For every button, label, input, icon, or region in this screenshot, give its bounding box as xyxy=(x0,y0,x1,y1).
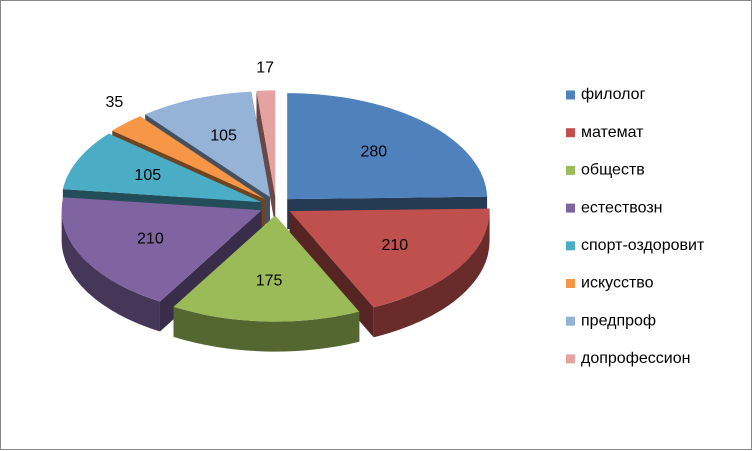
legend-swatch xyxy=(566,354,575,364)
slice xyxy=(145,91,271,198)
legend: филолог математ обществ естествозн спорт-озд… xyxy=(566,86,705,367)
legend-swatch xyxy=(566,165,575,175)
legend-label: искусство xyxy=(581,275,654,292)
data-label: 105 xyxy=(210,127,237,144)
slice-group xyxy=(256,90,276,227)
legend-label: математ xyxy=(581,124,644,141)
slice-side xyxy=(373,211,490,338)
slice-side xyxy=(173,306,360,352)
legend-label: естествозн xyxy=(581,199,662,216)
data-label: 175 xyxy=(256,272,283,289)
legend-label: предпроф xyxy=(581,312,656,329)
legend-swatch xyxy=(566,90,575,100)
slice-group xyxy=(61,197,262,332)
slice xyxy=(256,90,276,197)
legend-label: допрофессион xyxy=(581,350,690,367)
legend-label: спорт-оздоровит xyxy=(581,237,705,254)
slice-side xyxy=(61,210,160,332)
slice xyxy=(289,208,490,308)
legend-label: филолог xyxy=(581,86,646,103)
slice-group xyxy=(173,215,360,352)
slice xyxy=(62,133,262,203)
slice xyxy=(287,93,488,200)
data-label: 280 xyxy=(360,143,387,160)
data-label: 35 xyxy=(105,94,123,111)
legend-swatch xyxy=(566,203,575,213)
legend-swatch xyxy=(566,241,575,251)
pie: 280 210 175 210 105 35 105 17 xyxy=(61,59,490,352)
legend-swatch xyxy=(566,279,575,288)
data-label: 105 xyxy=(134,167,161,184)
data-label: 17 xyxy=(256,59,274,76)
slice xyxy=(61,197,262,302)
legend-label: обществ xyxy=(581,162,645,179)
slice-side xyxy=(256,90,276,227)
data-label: 210 xyxy=(137,230,164,247)
legend-swatch xyxy=(566,316,575,326)
slice xyxy=(112,116,265,200)
legend-swatch xyxy=(566,128,575,138)
data-label: 210 xyxy=(382,237,409,254)
slice xyxy=(173,215,360,322)
